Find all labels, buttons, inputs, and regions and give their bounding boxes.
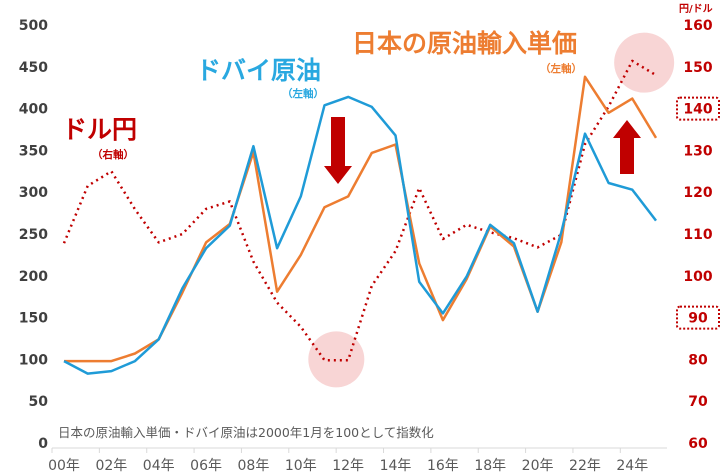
index-note: 日本の原油輸入単価・ドバイ原油は2000年1月を100として指数化 bbox=[58, 425, 434, 440]
x-tick-label: 22年 bbox=[569, 458, 601, 474]
left-tick-label: 200 bbox=[19, 269, 48, 285]
left-axis: 0 50 100 150 200 250 300 350 400 450 500 bbox=[19, 18, 48, 452]
left-tick-label: 50 bbox=[29, 394, 49, 410]
label-usdjpy: ドル円 bbox=[62, 115, 137, 144]
x-tick-label: 10年 bbox=[285, 458, 317, 474]
left-tick-label: 300 bbox=[19, 185, 48, 201]
right-tick-label: 80 bbox=[688, 352, 708, 368]
right-tick-label: 140 bbox=[683, 102, 712, 118]
x-tick-label: 18年 bbox=[474, 458, 506, 474]
left-tick-label: 400 bbox=[19, 102, 48, 118]
x-tick-label: 04年 bbox=[143, 458, 175, 474]
x-tick-label: 16年 bbox=[427, 458, 459, 474]
x-tick-label: 20年 bbox=[522, 458, 554, 474]
x-tick-label: 06年 bbox=[190, 458, 222, 474]
right-axis-unit: 円/ドル bbox=[679, 3, 713, 15]
right-tick-label: 160 bbox=[683, 18, 712, 34]
x-tick-label: 12年 bbox=[332, 458, 364, 474]
right-tick-label: 60 bbox=[688, 436, 708, 452]
x-tick-label: 02年 bbox=[95, 458, 127, 474]
label-dubai: ドバイ原油 bbox=[196, 56, 321, 85]
highlight-box bbox=[676, 96, 720, 121]
x-tick-label: 08年 bbox=[238, 458, 270, 474]
right-tick-label: 70 bbox=[688, 394, 708, 410]
left-tick-label: 500 bbox=[19, 18, 48, 34]
label-usdjpy-axis: （右軸） bbox=[92, 148, 134, 161]
right-tick-label: 130 bbox=[683, 143, 712, 159]
highlight-circle bbox=[308, 331, 365, 388]
label-dubai-axis: （左軸） bbox=[282, 87, 324, 100]
left-tick-label: 350 bbox=[19, 143, 48, 159]
left-tick-label: 250 bbox=[19, 227, 48, 243]
highlight-box bbox=[676, 305, 720, 330]
x-tick-label: 14年 bbox=[380, 458, 412, 474]
left-tick-label: 100 bbox=[19, 352, 48, 368]
left-tick-label: 450 bbox=[19, 60, 48, 76]
up-arrow-icon bbox=[613, 120, 641, 174]
right-tick-label: 110 bbox=[683, 227, 712, 243]
highlight-circle bbox=[614, 32, 675, 93]
label-japan-import: 日本の原油輸入単価 bbox=[352, 29, 577, 58]
right-tick-label: 100 bbox=[683, 269, 712, 285]
x-tick-label: 24年 bbox=[616, 458, 648, 474]
label-japan-import-axis: （左軸） bbox=[540, 62, 582, 75]
down-arrow-icon bbox=[324, 117, 352, 184]
right-tick-label: 90 bbox=[688, 311, 708, 327]
left-tick-label: 150 bbox=[19, 311, 48, 327]
right-tick-label: 150 bbox=[683, 60, 712, 76]
right-tick-label: 120 bbox=[683, 185, 712, 201]
x-axis: 00年 02年 04年 06年 08年 10年 12年 14年 16年 18年 20年 22年 24年 bbox=[48, 448, 648, 474]
right-axis: 60 70 80 90 100 110 120 130 140 150 160 bbox=[676, 18, 720, 452]
series-line-1 bbox=[64, 75, 658, 363]
x-tick-label: 00年 bbox=[48, 458, 80, 474]
series-line-0 bbox=[63, 95, 657, 375]
left-tick-label: 0 bbox=[38, 436, 48, 452]
